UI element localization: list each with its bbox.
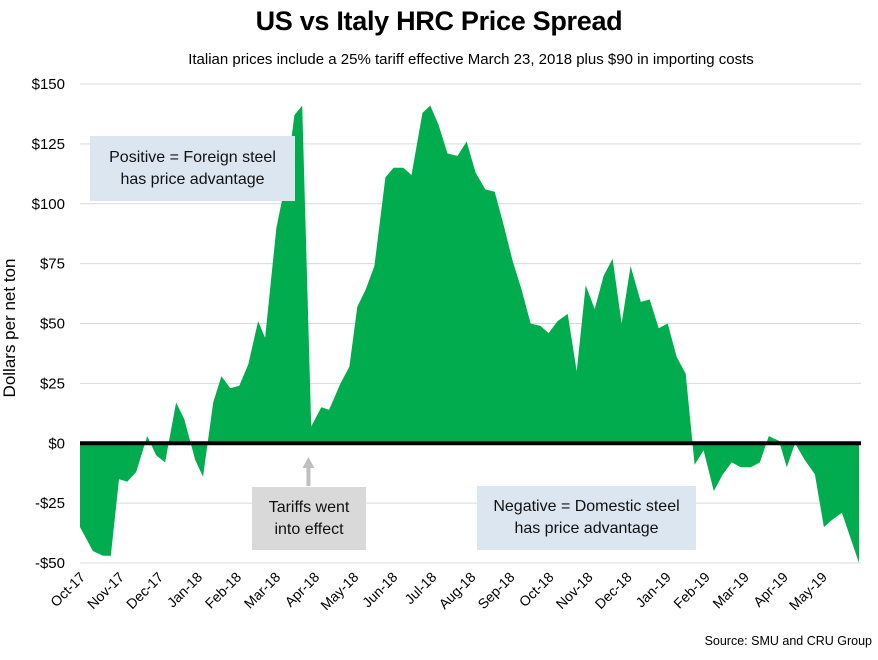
x-tick-label: Apr-19 [750, 569, 791, 610]
x-tick-label: Jan-19 [632, 569, 674, 611]
x-tick-label: Mar-18 [241, 569, 284, 612]
x-tick-label: Jul-18 [401, 569, 439, 607]
y-axis-ticks: $150 $125 $100 $75 $50 $25 $0 -$25 -$50 [32, 76, 65, 572]
x-tick-label: Oct-18 [516, 569, 557, 610]
x-tick-label: Mar-19 [709, 569, 752, 612]
x-tick-label: Oct-17 [47, 569, 88, 610]
negative-annotation-line2: has price advantage [514, 520, 659, 537]
y-tick-label: $0 [48, 435, 65, 452]
x-tick-label: Dec-18 [592, 569, 635, 612]
y-tick-label: $75 [40, 256, 65, 273]
x-tick-label: Sep-18 [474, 569, 517, 612]
area-layer [79, 105, 860, 564]
positive-annotation-line1: Positive = Foreign steel [109, 148, 276, 166]
x-tick-label: Dec-17 [123, 569, 166, 612]
x-tick-label: Apr-18 [281, 569, 322, 610]
x-axis-ticks: Oct-17Nov-17Dec-17Jan-18Feb-18Mar-18Apr-… [47, 569, 830, 613]
y-tick-label: $50 [40, 316, 65, 333]
x-tick-label: Nov-17 [84, 569, 127, 612]
tariff-arrow-icon [302, 457, 315, 486]
x-tick-label: Jan-18 [164, 569, 206, 611]
y-tick-label: $150 [32, 76, 65, 93]
x-tick-label: May-18 [317, 569, 361, 613]
source-note: Source: SMU and CRU Group [704, 634, 872, 648]
y-tick-label: $125 [32, 136, 65, 153]
negative-annotation: Negative = Domestic steel has price adva… [477, 486, 696, 550]
x-tick-label: Aug-18 [435, 569, 478, 612]
y-tick-label: -$25 [35, 495, 65, 512]
tariff-annotation: Tariffs went into effect [252, 487, 366, 550]
chart-subtitle: Italian prices include a 25% tariff effe… [188, 51, 754, 68]
x-tick-label: Feb-19 [670, 569, 713, 612]
y-tick-label: $25 [40, 375, 65, 392]
tariff-annotation-line1: Tariffs went [268, 498, 350, 516]
x-tick-label: Nov-18 [553, 569, 596, 612]
negative-annotation-line1: Negative = Domestic steel [493, 498, 680, 515]
positive-annotation-line2: has price advantage [120, 170, 265, 188]
positive-annotation: Positive = Foreign steel has price advan… [90, 136, 295, 201]
y-tick-label: $100 [32, 196, 65, 213]
spread-area [80, 105, 860, 563]
x-tick-label: Feb-18 [202, 569, 245, 612]
arrow-head [302, 457, 315, 468]
y-axis-label: Dollars per net ton [0, 259, 19, 398]
x-tick-label: May-19 [786, 569, 830, 613]
tariff-annotation-line2: into effect [274, 520, 344, 538]
y-tick-label: -$50 [35, 555, 65, 572]
x-tick-label: Jun-18 [359, 569, 401, 611]
chart-title: US vs Italy HRC Price Spread [255, 6, 623, 36]
